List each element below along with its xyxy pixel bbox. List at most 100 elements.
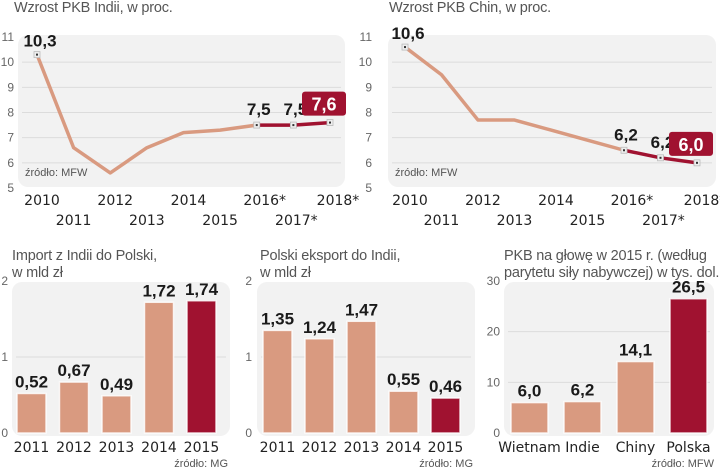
china-gdp-data-label: 6,2 [614,125,638,144]
india-gdp-x-tick-label: 2011 [56,213,92,229]
export-india-bar-label: 1,35 [261,309,294,328]
gdp-per-capita-title: PKB na głowę w 2015 r. (według parytetu … [504,248,719,282]
china-gdp-point-marker-dot [623,149,625,152]
import-india-title-line2: w mld zł [12,265,63,281]
china-gdp-source: źródło: MFW [395,167,458,179]
gdp-per-capita-y-tick-label: 30 [487,274,501,288]
china-gdp-point-marker-dot [659,156,662,159]
export-india-bar-label: 1,47 [345,300,378,319]
india-gdp-data-label: 7,5 [247,100,271,119]
india-gdp-y-tick-label: 7 [7,131,14,145]
india-gdp-data-label-highlight: 7,6 [311,95,336,115]
import-india-bar-label: 1,72 [142,281,175,300]
china-gdp-x-tick-label: 2012 [465,193,501,209]
china-gdp-y-tick-label: 10 [359,55,373,69]
import-india-bar-label: 0,67 [57,361,90,380]
export-india-y-tick-label: 0 [245,426,252,440]
import-india-bar-label: 1,74 [185,280,219,299]
export-india-bar [430,397,461,434]
china-gdp-data-label-highlight: 6,0 [678,135,703,155]
india-gdp-y-tick-label: 5 [7,181,14,195]
india-gdp-y-tick-label: 10 [1,55,15,69]
india-gdp-source: źródło: MFW [25,167,88,179]
gdp-per-capita-bar-label: 6,2 [571,381,595,400]
import-india-x-tick-label: 2011 [14,440,50,456]
india-gdp-x-tick-label: 2018* [317,193,360,209]
export-india-x-tick-label: 2015 [428,440,464,456]
gdp-per-capita-bar-label: 6,0 [518,382,542,401]
china-gdp-data-label: 10,6 [391,24,424,43]
india-gdp-y-tick-label: 11 [2,30,15,44]
import-india-title-line1: Import z Indii do Polski, [12,248,157,264]
china-gdp-y-tick-label: 5 [365,181,372,195]
export-india-bar-label: 1,24 [303,318,337,337]
china-gdp-x-tick-label: 2014 [538,193,574,209]
import-india-source: źródło: MG [174,458,228,470]
export-india-bar-label: 0,55 [387,370,420,389]
import-india-bar [186,300,217,434]
india-gdp-plot-background [18,35,345,187]
gdp-per-capita-plot-background [504,282,714,436]
import-india-y-tick-label: 2 [1,274,8,288]
gdp-per-capita-chart: 0 10 20 30 6,0 Wietnam 6,2 Indie 14,1 Chiny 26,5 Po… [487,274,715,470]
export-india-x-tick-label: 2013 [344,440,380,456]
import-india-y-tick-label: 0 [1,426,8,440]
export-india-chart: 0 1 2 1,35 2011 1,24 2012 1,47 2013 0,55 2014 0,46 2… [245,274,475,470]
china-gdp-x-tick-label: 2017* [642,213,685,229]
india-gdp-point-marker-dot [255,124,258,127]
import-india-title: Import z Indii do Polski, w mld zł [12,248,157,282]
gdp-per-capita-source: źródło: MFW [652,458,715,470]
gdp-per-capita-bar-label: 26,5 [672,278,705,297]
china-gdp-title: Wzrost PKB Chin, w proc. [389,0,551,16]
export-india-title: Polski eksport do Indii, w mld zł [260,248,400,282]
china-gdp-plot-background [388,35,716,187]
china-gdp-highlight-label-box [669,131,713,156]
gdp-per-capita-x-tick-label: Wietnam [498,440,561,456]
import-india-bar [143,301,175,434]
china-gdp-line-historical [403,45,625,152]
export-india-x-tick-label: 2014 [386,440,422,456]
gdp-per-capita-title-line2: parytetu siły nabywczej) w tys. dol. [504,265,720,281]
india-gdp-point-marker-dot [36,53,38,56]
india-gdp-y-tick-label: 8 [7,106,14,120]
import-india-bar [101,395,132,434]
india-gdp-highlight-label-box [302,91,346,116]
gdp-per-capita-x-tick-label: Indie [565,440,599,456]
india-gdp-x-tick-label: 2010 [24,193,60,209]
import-india-chart: 0 1 2 0,52 2011 0,67 2012 0,49 2013 1,72 2014 1,74 2… [1,274,230,470]
export-india-x-tick-label: 2012 [302,440,338,456]
import-india-y-tick-label: 1 [1,350,8,364]
china-gdp-x-tick-label: 2010 [392,193,428,209]
india-gdp-point-marker-dot [292,124,295,127]
gdp-per-capita-y-tick-label: 0 [493,426,500,440]
export-india-bar [346,320,377,434]
china-gdp-x-tick-label: 2016* [611,193,654,209]
india-gdp-y-tick-label: 6 [7,156,14,170]
india-gdp-x-tick-label: 2016* [243,193,286,209]
import-india-bar [58,381,90,434]
china-gdp-y-tick-label: 6 [365,156,372,170]
export-india-bar [388,390,419,434]
gdp-per-capita-bar [669,297,708,434]
export-india-y-tick-label: 1 [245,350,252,364]
import-india-bar-label: 0,49 [100,375,133,394]
export-india-title-line1: Polski eksport do Indii, [260,248,401,264]
import-india-x-tick-label: 2015 [184,440,220,456]
gdp-per-capita-title-line1: PKB na głowę w 2015 r. (według [504,248,707,264]
import-india-bar [16,392,47,434]
export-india-title-line2: w mld zł [260,265,311,281]
china-gdp-point-marker-dot [696,161,698,164]
china-gdp-x-tick-label: 2015 [570,213,606,229]
export-india-bar-label: 0,46 [429,377,462,396]
india-gdp-x-tick-label: 2014 [171,193,207,209]
gdp-per-capita-x-tick-label: Polska [666,440,710,456]
china-gdp-data-label: 6,2 [651,133,675,152]
china-gdp-x-tick-label: 2018* [684,193,720,209]
china-gdp-x-tick-label: 2013 [497,213,533,229]
india-gdp-y-tick-label: 9 [7,80,14,94]
india-gdp-title: Wzrost PKB Indii, w proc. [14,0,173,16]
india-gdp-x-tick-label: 2015 [202,213,238,229]
india-gdp-line-historical [35,53,257,175]
